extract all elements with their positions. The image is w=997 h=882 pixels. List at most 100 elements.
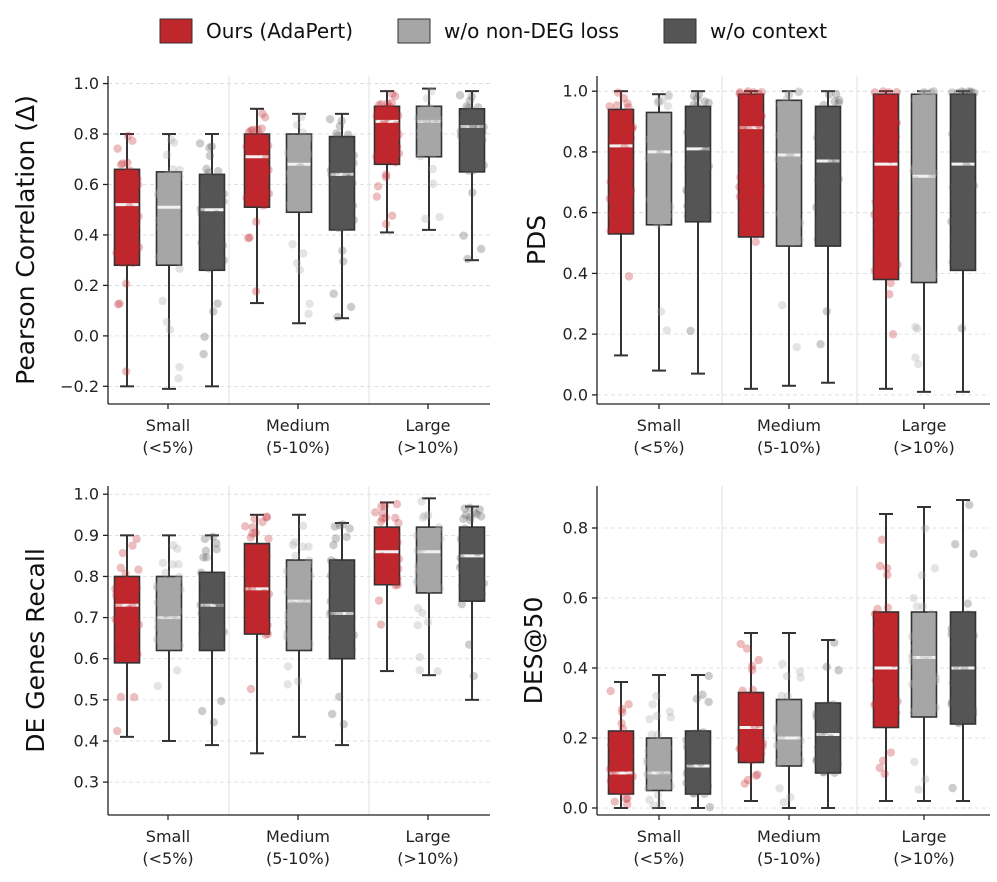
data-point bbox=[128, 136, 137, 145]
data-point bbox=[198, 187, 207, 197]
data-point bbox=[953, 701, 962, 711]
data-point bbox=[958, 686, 967, 695]
data-point bbox=[926, 158, 935, 167]
data-point bbox=[625, 753, 634, 762]
data-point bbox=[463, 117, 472, 126]
data-point bbox=[416, 132, 425, 142]
data-point bbox=[813, 743, 823, 752]
data-point bbox=[822, 708, 832, 718]
data-point bbox=[425, 123, 434, 132]
data-point bbox=[660, 136, 669, 145]
data-point bbox=[814, 223, 823, 232]
data-point bbox=[748, 685, 758, 695]
data-point bbox=[458, 529, 468, 538]
data-point bbox=[252, 131, 262, 141]
data-point bbox=[462, 544, 471, 553]
data-point bbox=[956, 257, 966, 267]
data-point bbox=[243, 606, 253, 616]
data-point bbox=[694, 196, 703, 206]
data-point bbox=[789, 755, 798, 764]
y-axis-label: Pearson Correlation (Δ) bbox=[11, 95, 40, 385]
data-point bbox=[125, 244, 134, 253]
data-point bbox=[245, 233, 254, 242]
data-point bbox=[927, 679, 937, 688]
data-point bbox=[683, 201, 692, 210]
data-point bbox=[888, 129, 897, 138]
data-point bbox=[198, 198, 208, 208]
data-point bbox=[246, 548, 255, 558]
data-point bbox=[690, 729, 699, 738]
data-point bbox=[820, 220, 829, 229]
data-point bbox=[479, 122, 488, 131]
data-point bbox=[261, 168, 271, 177]
data-point bbox=[379, 527, 389, 536]
data-point bbox=[260, 113, 270, 122]
legend-swatch-no-context bbox=[663, 18, 697, 44]
data-point bbox=[298, 128, 308, 137]
data-point bbox=[969, 549, 978, 558]
data-point bbox=[333, 312, 342, 322]
data-point bbox=[154, 216, 164, 225]
data-point bbox=[420, 511, 429, 520]
x-tick-label: Small bbox=[146, 827, 190, 846]
data-point bbox=[605, 194, 615, 203]
data-point bbox=[740, 695, 749, 705]
data-point bbox=[689, 92, 699, 101]
data-point bbox=[682, 742, 692, 752]
data-point bbox=[244, 127, 254, 137]
data-point bbox=[921, 158, 931, 168]
data-point bbox=[325, 114, 335, 124]
data-point bbox=[887, 628, 896, 637]
data-point bbox=[286, 148, 296, 158]
data-point bbox=[830, 768, 839, 778]
data-point bbox=[393, 564, 403, 573]
data-point bbox=[306, 571, 315, 581]
data-point bbox=[116, 226, 125, 236]
data-point bbox=[343, 174, 352, 184]
data-point bbox=[886, 278, 895, 288]
data-point bbox=[873, 132, 883, 142]
data-point bbox=[112, 588, 121, 598]
data-point bbox=[948, 678, 958, 688]
data-point bbox=[210, 596, 220, 605]
data-point bbox=[243, 586, 252, 595]
data-point bbox=[913, 324, 922, 333]
data-point bbox=[434, 526, 443, 535]
data-point bbox=[412, 531, 422, 540]
data-point bbox=[643, 769, 652, 779]
data-point bbox=[286, 599, 296, 609]
data-point bbox=[335, 521, 344, 530]
data-point bbox=[815, 751, 824, 760]
data-point bbox=[119, 579, 129, 589]
data-point bbox=[423, 618, 433, 627]
x-tick-sublabel: (>10%) bbox=[397, 438, 458, 457]
data-point bbox=[682, 778, 691, 788]
data-point bbox=[650, 758, 659, 767]
data-point bbox=[475, 123, 484, 132]
data-point bbox=[962, 227, 971, 236]
data-point bbox=[338, 157, 347, 167]
data-point bbox=[473, 548, 482, 557]
data-point bbox=[736, 744, 745, 753]
data-point bbox=[919, 202, 928, 211]
data-point bbox=[744, 705, 753, 714]
data-point bbox=[964, 678, 973, 688]
data-point bbox=[788, 706, 798, 715]
data-point bbox=[212, 192, 222, 201]
data-point bbox=[891, 171, 900, 181]
data-point bbox=[344, 594, 354, 604]
data-point bbox=[343, 566, 353, 575]
data-point bbox=[756, 152, 765, 162]
data-point bbox=[331, 207, 340, 216]
box-ours-3 bbox=[372, 89, 404, 234]
data-point bbox=[430, 132, 439, 141]
data-point bbox=[750, 133, 759, 143]
data-point bbox=[929, 87, 938, 96]
data-point bbox=[647, 141, 656, 151]
data-point bbox=[208, 196, 217, 205]
data-point bbox=[948, 257, 957, 267]
data-point bbox=[884, 116, 893, 126]
data-point bbox=[253, 143, 262, 153]
data-point bbox=[132, 583, 141, 592]
data-point bbox=[125, 202, 134, 212]
